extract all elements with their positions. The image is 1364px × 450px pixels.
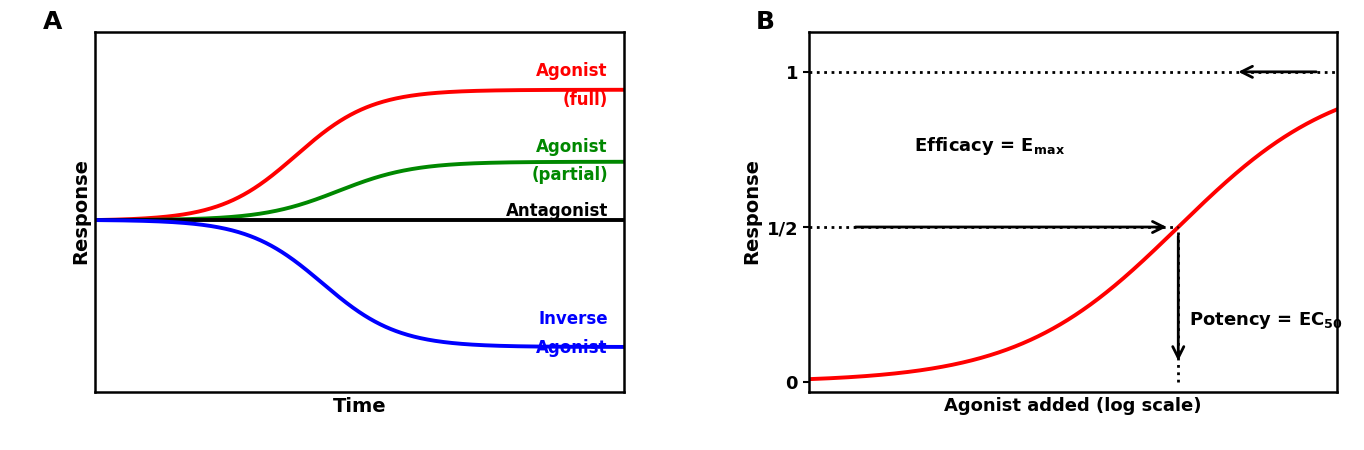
Y-axis label: Response: Response xyxy=(742,158,761,265)
Text: B: B xyxy=(756,10,775,34)
Text: Agonist: Agonist xyxy=(536,138,608,156)
Text: A: A xyxy=(42,10,61,34)
Text: Agonist: Agonist xyxy=(536,339,608,357)
Text: (partial): (partial) xyxy=(531,166,608,184)
X-axis label: Agonist added (log scale): Agonist added (log scale) xyxy=(944,397,1202,415)
Text: (full): (full) xyxy=(562,91,608,109)
Text: Potency = EC$_{\mathregular{50}}$: Potency = EC$_{\mathregular{50}}$ xyxy=(1189,310,1342,331)
X-axis label: Time: Time xyxy=(333,397,386,416)
Text: Efficacy = E$_{\mathregular{max}}$: Efficacy = E$_{\mathregular{max}}$ xyxy=(914,135,1065,157)
Text: Antagonist: Antagonist xyxy=(506,202,608,220)
Y-axis label: Response: Response xyxy=(71,158,90,265)
Text: Agonist: Agonist xyxy=(536,62,608,80)
Text: Inverse: Inverse xyxy=(539,310,608,328)
